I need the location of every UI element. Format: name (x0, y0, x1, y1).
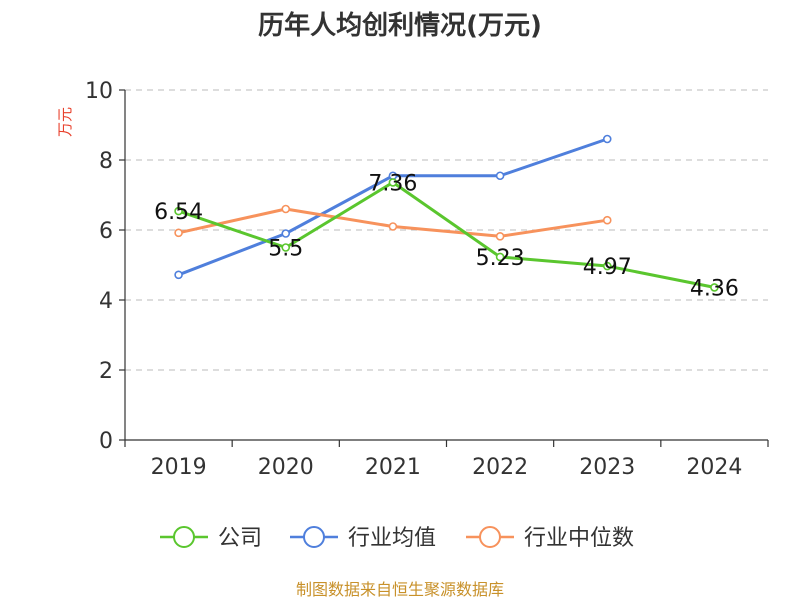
data-label: 7.36 (368, 171, 417, 196)
y-tick-label: 6 (99, 219, 113, 244)
data-labels: 6.54 5.5 7.36 5.23 4.97 4.36 (154, 171, 739, 301)
y-tick-label: 2 (99, 359, 113, 384)
data-point (281, 229, 291, 238)
data-point (602, 215, 612, 225)
y-tick-label: 0 (99, 429, 113, 454)
x-tick-label: 2019 (151, 455, 207, 480)
source-note: 制图数据来自恒生聚源数据库 (296, 580, 504, 599)
y-tick-label: 8 (99, 149, 113, 174)
data-point (174, 206, 183, 216)
y-tick-label: 4 (99, 289, 113, 314)
legend-marker (479, 526, 501, 548)
data-point (602, 261, 612, 271)
y-tick-labels: 0 2 4 6 8 10 (85, 79, 113, 454)
data-point (495, 171, 505, 181)
legend-marker (303, 526, 325, 548)
x-tick-label: 2020 (258, 455, 314, 480)
data-point (602, 134, 612, 144)
legend-marker (173, 526, 195, 548)
series-line (178, 137, 608, 277)
data-label: 4.36 (690, 276, 739, 301)
y-axis-label: 万元 (56, 107, 74, 137)
data-point (281, 243, 291, 252)
legend-label: 行业均值 (348, 526, 436, 551)
legend-item[interactable]: 行业均值 (290, 526, 436, 551)
data-point (281, 204, 291, 214)
x-tick-label: 2023 (579, 455, 635, 480)
legend[interactable]: 公司 行业均值 行业中位数 (160, 526, 634, 551)
x-tick-labels: 2019 2020 2021 2022 2023 2024 (151, 455, 743, 480)
data-point (174, 270, 183, 280)
data-label: 5.5 (268, 237, 303, 262)
x-tick-label: 2021 (365, 455, 421, 480)
series-group (174, 134, 719, 292)
data-point (495, 252, 505, 262)
legend-item[interactable]: 公司 (160, 526, 262, 551)
data-label: 4.97 (583, 255, 632, 280)
data-point (495, 232, 505, 241)
axes (119, 89, 769, 447)
series-line (178, 180, 715, 289)
x-tick-label: 2024 (686, 455, 742, 480)
x-tick-label: 2022 (472, 455, 528, 480)
chart-title: 历年人均创利情况(万元) (258, 10, 542, 41)
data-point (174, 228, 183, 238)
data-point (388, 222, 398, 231)
data-label: 5.23 (476, 246, 525, 271)
data-label: 6.54 (154, 200, 203, 225)
data-point (388, 178, 398, 187)
legend-item[interactable]: 行业中位数 (466, 526, 634, 551)
legend-label: 公司 (218, 526, 262, 551)
legend-label: 行业中位数 (524, 526, 634, 551)
data-point (710, 283, 719, 292)
y-tick-label: 10 (85, 79, 113, 104)
